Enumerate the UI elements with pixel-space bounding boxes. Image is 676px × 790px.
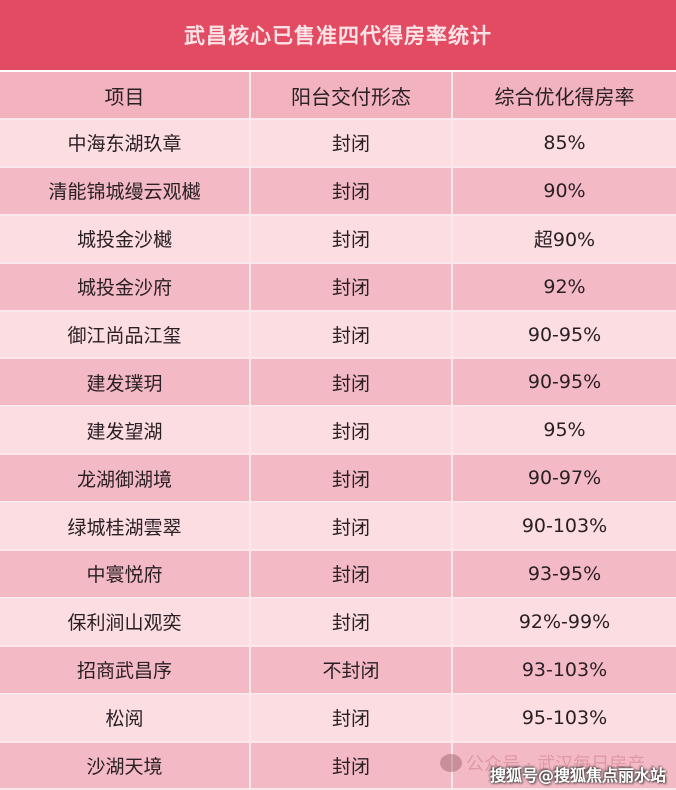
project-cell: 城投金沙樾	[0, 214, 250, 264]
rate-cell: 90-95%	[451, 310, 676, 360]
table-row: 御江尚品江玺 封闭 90-95%	[0, 310, 676, 360]
balcony-cell: 封闭	[249, 597, 452, 647]
project-cell: 清能锦城缦云观樾	[0, 166, 250, 216]
project-cell: 城投金沙府	[0, 262, 250, 312]
balcony-cell: 不封闭	[249, 645, 452, 695]
project-cell: 龙湖御湖境	[0, 454, 250, 504]
table-row: 招商武昌序 不封闭 93-103%	[0, 645, 676, 695]
balcony-cell: 封闭	[249, 550, 452, 599]
table-row: 保利涧山观奕 封闭 92%-99%	[0, 597, 676, 647]
balcony-cell: 封闭	[249, 454, 452, 504]
balcony-cell: 封闭	[249, 214, 452, 264]
project-cell: 保利涧山观奕	[0, 597, 250, 647]
rate-cell: 95-103%	[451, 693, 676, 743]
table-row: 松阅 封闭 95-103%	[0, 693, 676, 743]
rate-cell: 92%-99%	[451, 597, 676, 647]
rate-cell: 85%	[451, 119, 676, 168]
balcony-cell: 封闭	[249, 119, 452, 168]
rate-cell: 90%	[451, 166, 676, 216]
watermark-sohu: 搜狐号@搜狐焦点丽水站	[490, 766, 667, 785]
rate-cell: 90-97%	[451, 454, 676, 504]
balcony-cell: 封闭	[249, 166, 452, 216]
project-cell: 绿城桂湖雲翠	[0, 502, 250, 552]
balcony-cell: 封闭	[249, 741, 452, 790]
rate-cell: 超90%	[451, 214, 676, 264]
rate-cell	[451, 741, 676, 790]
table-row: 绿城桂湖雲翠 封闭 90-103%	[0, 502, 676, 552]
project-cell: 松阅	[0, 693, 250, 743]
table-row: 城投金沙府 封闭 92%	[0, 262, 676, 312]
rate-cell: 90-95%	[451, 358, 676, 408]
project-cell: 建发望湖	[0, 406, 250, 456]
balcony-rate-table: 项目 阳台交付形态 综合优化得房率 中海东湖玖章 封闭 85% 清能锦城缦云观樾 封闭 9…	[0, 72, 676, 790]
balcony-cell: 封闭	[249, 310, 452, 360]
balcony-cell: 封闭	[249, 406, 452, 456]
rate-cell: 95%	[451, 406, 676, 456]
header-row: 项目 阳台交付形态 综合优化得房率	[0, 72, 676, 120]
rate-cell: 92%	[451, 262, 676, 312]
table-row: 建发璞玥 封闭 90-95%	[0, 358, 676, 408]
table-row: 中海东湖玖章 封闭 85%	[0, 119, 676, 168]
project-cell: 沙湖天境	[0, 741, 250, 790]
project-cell: 招商武昌序	[0, 645, 250, 695]
header-rate: 综合优化得房率	[451, 72, 676, 120]
table-row: 清能锦城缦云观樾 封闭 90%	[0, 166, 676, 216]
table-row: 中寰悦府 封闭 93-95%	[0, 550, 676, 599]
balcony-cell: 封闭	[249, 693, 452, 743]
rate-cell: 93-103%	[451, 645, 676, 695]
project-cell: 中海东湖玖章	[0, 119, 250, 168]
wechat-icon	[440, 754, 462, 772]
table-row: 沙湖天境 封闭	[0, 741, 676, 790]
table-row: 龙湖御湖境 封闭 90-97%	[0, 454, 676, 504]
project-cell: 中寰悦府	[0, 550, 250, 599]
balcony-cell: 封闭	[249, 358, 452, 408]
table-row: 城投金沙樾 封闭 超90%	[0, 214, 676, 264]
table-row: 建发望湖 封闭 95%	[0, 406, 676, 456]
balcony-cell: 封闭	[249, 262, 452, 312]
project-cell: 建发璞玥	[0, 358, 250, 408]
watermark-text: 公众号 · 武汉每日房产	[466, 754, 646, 775]
header-balcony: 阳台交付形态	[249, 72, 452, 120]
rate-cell: 90-103%	[451, 502, 676, 552]
header-project: 项目	[0, 72, 250, 120]
project-cell: 御江尚品江玺	[0, 310, 250, 360]
rate-cell: 93-95%	[451, 550, 676, 599]
balcony-cell: 封闭	[249, 502, 452, 552]
table-title: 武昌核心已售准四代得房率统计	[0, 0, 676, 70]
watermark-official-account: 公众号 · 武汉每日房产	[440, 750, 645, 776]
